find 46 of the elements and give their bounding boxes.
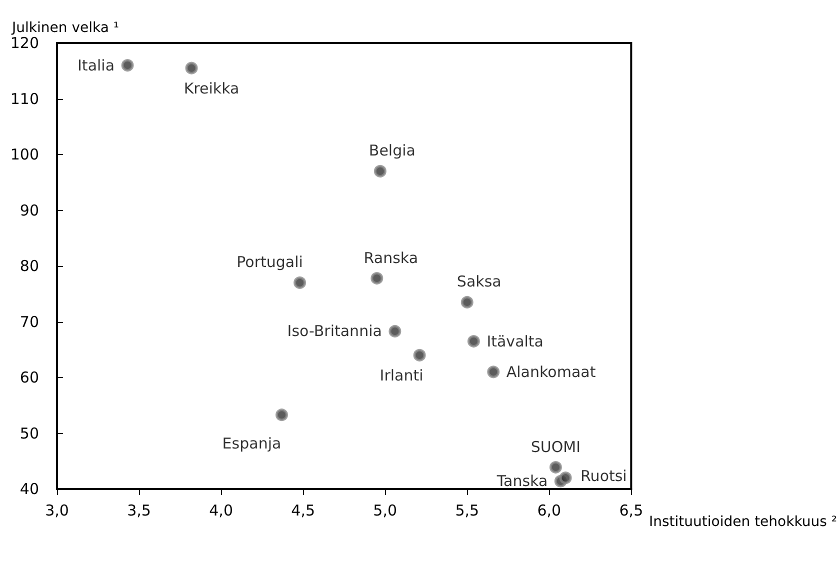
- point: [460, 296, 474, 308]
- annotation: Irlanti: [380, 366, 424, 385]
- point: [374, 164, 386, 178]
- annotation: Ranska: [364, 248, 418, 267]
- annotation: Alankomaat: [506, 362, 596, 381]
- y-tick-label: 120: [10, 34, 39, 52]
- point: [487, 366, 500, 378]
- y-tick-label: 50: [20, 424, 39, 442]
- annotation: Ruotsi: [580, 466, 627, 485]
- y-tick-label: 80: [20, 257, 39, 275]
- annotation: SUOMI: [530, 438, 581, 456]
- y-tick-label: 60: [20, 368, 39, 386]
- x-tick-label: 5,5: [455, 502, 480, 520]
- y-tick-label: 70: [20, 312, 39, 331]
- y-tick-label: 90: [20, 201, 39, 220]
- annotation: Portugali: [236, 253, 303, 272]
- y-axis-title: Julkinen velka ¹: [11, 20, 119, 36]
- y-tick-label: 110: [10, 90, 39, 108]
- x-tick-label: 6,0: [537, 502, 562, 520]
- x-tick-label: 4,0: [209, 502, 233, 520]
- x-axis-title: Instituutioiden tehokkuus ²: [649, 514, 837, 530]
- point: [467, 335, 480, 348]
- point: [549, 461, 562, 474]
- point: [370, 272, 384, 285]
- x-tick-label: 3,5: [127, 502, 151, 520]
- annotation: Kreikka: [184, 80, 240, 98]
- y-tick-label: 40: [20, 480, 39, 498]
- annotation: Italia: [78, 56, 115, 74]
- annotation: Iso-Britannia: [287, 322, 382, 340]
- point: [413, 348, 426, 362]
- x-tick-label: 3,0: [45, 502, 69, 520]
- point: [388, 324, 402, 338]
- point: [294, 276, 306, 289]
- y-tick-label: 100: [10, 146, 39, 164]
- annotation: Belgia: [368, 142, 416, 160]
- annotation: Saksa: [456, 272, 502, 291]
- x-tick-label: 6,5: [619, 502, 644, 520]
- annotation: Tanska: [496, 472, 548, 490]
- point: [559, 472, 572, 484]
- annotation: Espanja: [222, 434, 282, 452]
- point: [185, 62, 198, 74]
- x-tick-label: 4,5: [291, 502, 316, 520]
- point: [121, 59, 134, 72]
- point: [276, 408, 288, 422]
- x-tick-label: 5,0: [373, 502, 398, 520]
- annotation: Itävalta: [486, 332, 544, 350]
